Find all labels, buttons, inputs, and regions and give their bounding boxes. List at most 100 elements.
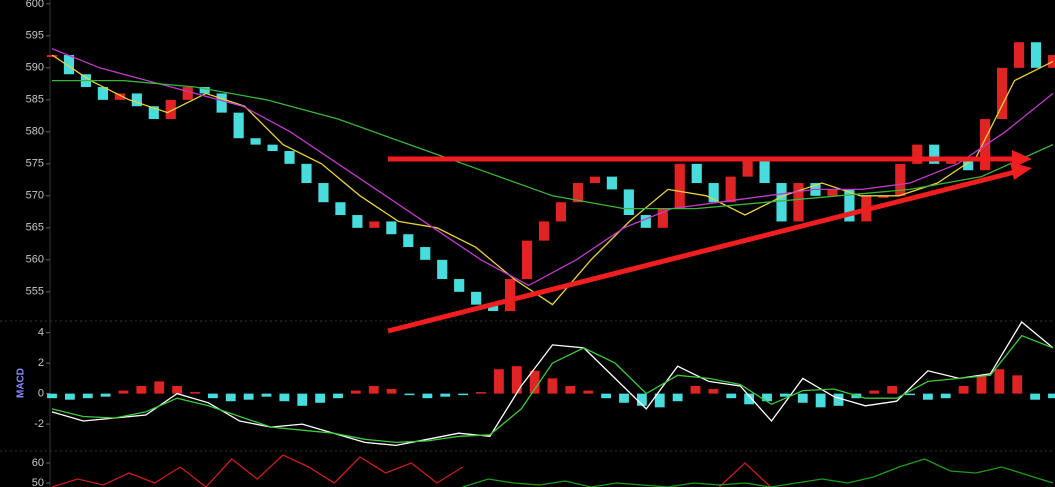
price-bar (640, 215, 651, 228)
series-line (462, 458, 1054, 487)
price-bar (165, 99, 176, 120)
y-tick-label: 50 (32, 477, 44, 487)
price-bar (895, 163, 906, 196)
price-bar (386, 221, 397, 235)
histogram-bar (190, 392, 200, 394)
price-bar (878, 195, 889, 198)
histogram-bar (779, 393, 790, 397)
price-bar (471, 291, 482, 305)
y-tick-label: 2 (38, 357, 44, 369)
y-tick-label: 60 (32, 457, 44, 469)
price-bar (555, 202, 567, 222)
histogram-bar (1030, 393, 1041, 400)
price-bar (369, 221, 380, 228)
histogram-bar (511, 366, 522, 394)
y-tick-label: 0 (38, 388, 44, 400)
y-tick-label: 565 (26, 222, 44, 234)
price-bar (403, 234, 414, 248)
histogram-bar (64, 393, 75, 400)
price-bar (97, 87, 108, 100)
histogram-bar (368, 386, 379, 394)
price-bar (929, 144, 940, 164)
histogram-bar (136, 386, 147, 394)
price-bar (267, 144, 278, 152)
histogram-bar (690, 386, 701, 394)
histogram-bar (440, 393, 451, 397)
support-line (387, 169, 1016, 334)
y-tick-label: 580 (26, 126, 44, 138)
histogram-bar (279, 393, 290, 402)
arrow-head (1012, 150, 1032, 168)
price-bar (1030, 42, 1042, 68)
histogram-bar (869, 390, 880, 394)
histogram-bar (672, 393, 683, 402)
histogram-bar (708, 389, 719, 394)
price-bar (454, 279, 465, 292)
series-line (51, 334, 1054, 444)
histogram-bar (1012, 375, 1023, 394)
price-bar (759, 157, 770, 184)
histogram-bar (154, 381, 165, 394)
price-bar (131, 93, 142, 107)
price-bar (589, 176, 601, 184)
price-bar (827, 189, 838, 196)
y-tick-label: 585 (26, 94, 44, 106)
histogram-bar (815, 393, 826, 408)
y-tick-label: -2 (34, 418, 44, 430)
histogram-bar (619, 393, 629, 403)
y-tick-label: 600 (26, 0, 44, 10)
histogram-bar (225, 393, 236, 402)
histogram-bar (297, 393, 308, 406)
histogram-bar (744, 393, 755, 405)
histogram-bar (547, 378, 558, 394)
price-bar (606, 176, 617, 190)
price-bar (776, 183, 787, 222)
series-line (51, 47, 1054, 287)
histogram-bar (1048, 393, 1055, 399)
histogram-bar (601, 393, 612, 399)
histogram-bar (350, 390, 361, 394)
histogram-bar (905, 393, 915, 396)
price-bar (199, 87, 210, 94)
y-tick-label: 4 (38, 327, 44, 339)
histogram-bar (243, 393, 254, 400)
price-bar (233, 112, 244, 139)
histogram-bar (636, 393, 647, 406)
price-bar (1047, 55, 1055, 68)
y-tick-label: 555 (26, 286, 44, 298)
series-line (52, 79, 1054, 210)
histogram-bar (261, 393, 272, 397)
histogram-bar (940, 393, 951, 399)
histogram-bar (172, 386, 183, 394)
histogram-bar (386, 389, 397, 394)
price-bar (1013, 42, 1025, 68)
price-bar (504, 279, 516, 312)
price-bar (488, 304, 499, 312)
histogram-bar (583, 390, 594, 394)
price-bar (437, 259, 448, 280)
price-bar (318, 183, 329, 203)
price-bar (148, 106, 159, 120)
histogram-bar (726, 393, 737, 399)
histogram-bar (422, 393, 433, 399)
series-line (51, 454, 772, 487)
histogram-bar (404, 393, 415, 396)
price-bar (538, 221, 550, 241)
price-bar (284, 151, 295, 164)
price-bar (997, 67, 1008, 120)
price-bar (63, 55, 75, 75)
macd-label: MACD (16, 368, 27, 398)
histogram-bar (654, 393, 665, 408)
marks: 555 560 565 570 575 580 585 590 595 600 -2 0 2 4 50 60 (26, 0, 1055, 487)
histogram-bar (333, 393, 343, 399)
price-bar (623, 189, 634, 216)
price-bar (742, 157, 753, 177)
price-bar (114, 93, 125, 100)
histogram-bar (887, 386, 898, 394)
histogram-bar (207, 393, 218, 399)
histogram-bar (458, 393, 469, 396)
price-bar (844, 189, 855, 222)
price-bar (250, 138, 261, 145)
price-bar (301, 163, 312, 184)
